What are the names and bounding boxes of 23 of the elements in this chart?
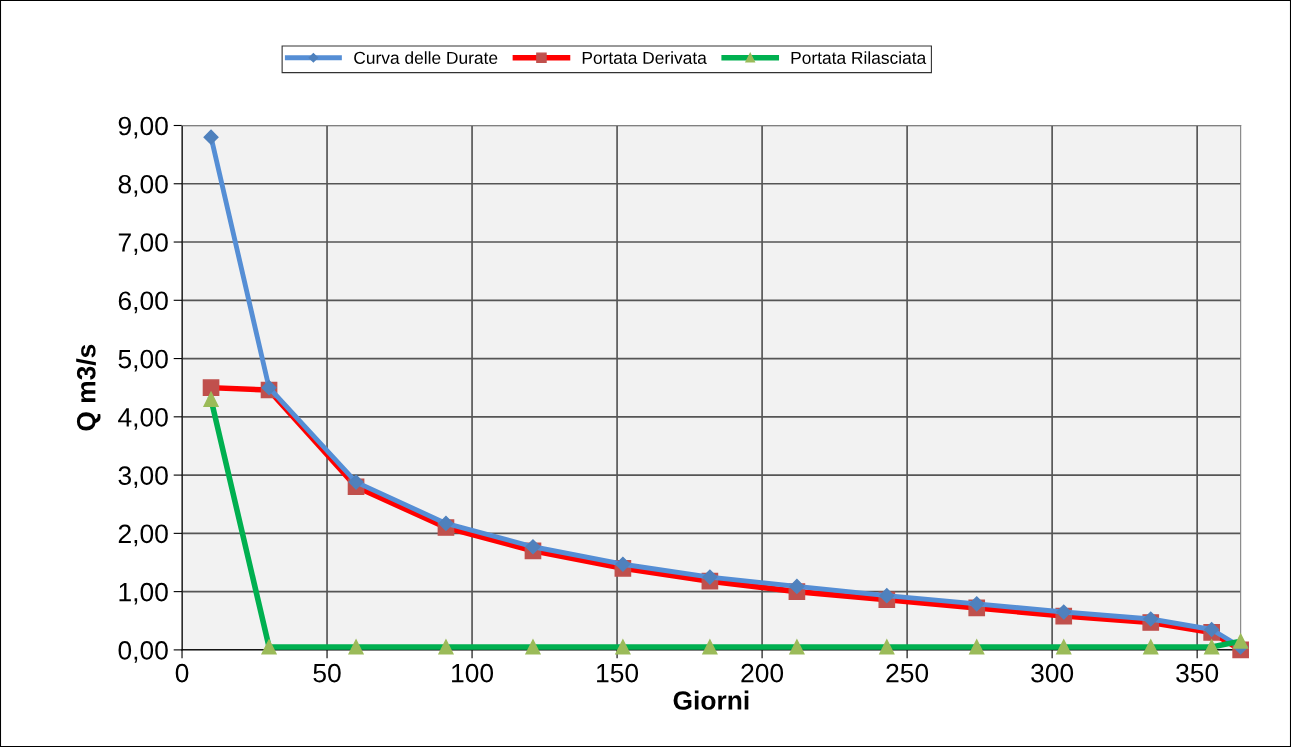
x-tick-label: 250	[886, 663, 929, 683]
y-axis-title: Q m3/s	[76, 344, 101, 431]
y-tick-label: 6,00	[118, 291, 168, 314]
y-tick-label: 5,00	[118, 349, 168, 372]
x-tick-label: 150	[597, 663, 639, 683]
legend-label: Portata Derivata	[582, 51, 707, 64]
y-tick-label: 2,00	[118, 524, 168, 547]
y-tick-label: 1,00	[119, 582, 168, 605]
legend-label: Portata Rilasciata	[791, 51, 927, 64]
y-tick-label: 9,00	[118, 116, 168, 139]
x-tick-label: 100	[452, 663, 494, 683]
legend-label: Curva delle Durate	[354, 51, 498, 64]
x-tick-label: 200	[741, 663, 784, 683]
y-tick-label: 0,00	[118, 641, 168, 663]
y-tick-label: 4,00	[118, 407, 168, 430]
x-tick-label: 350	[1176, 663, 1219, 683]
x-tick-label: 50	[313, 663, 341, 683]
x-tick-label: 0	[175, 663, 189, 683]
y-tick-label: 3,00	[118, 466, 168, 489]
y-tick-label: 7,00	[118, 233, 168, 255]
y-tick-label: 8,00	[118, 174, 168, 197]
x-axis-title: Giorni	[673, 690, 749, 710]
x-tick-label: 300	[1031, 663, 1074, 683]
